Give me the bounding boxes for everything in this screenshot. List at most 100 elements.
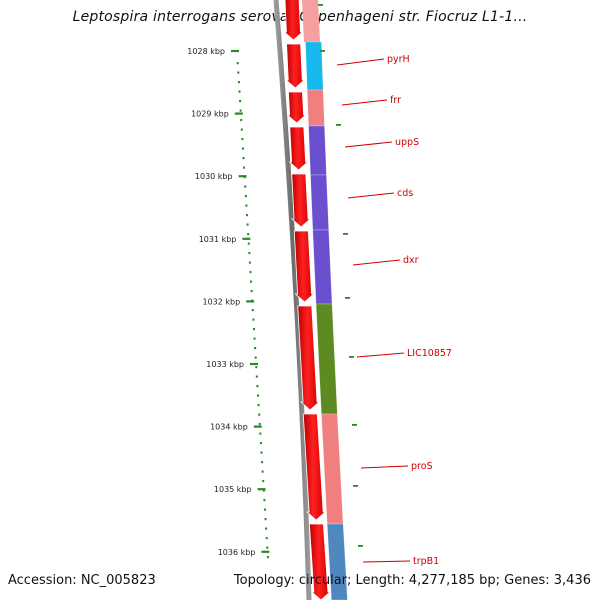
- topology-text: Topology: circular; Length: 4,277,185 bp…: [233, 573, 591, 588]
- gc-dot: [257, 394, 260, 397]
- gc-dot: [240, 119, 243, 122]
- gc-dot: [258, 423, 261, 426]
- gene-label: cds: [397, 188, 413, 199]
- gc-dash: [349, 356, 354, 358]
- gc-dot: [260, 451, 263, 454]
- gc-dot: [250, 280, 253, 283]
- ruler-tick-label: 1035 kbp: [214, 485, 252, 494]
- gene-label: frr: [390, 95, 401, 106]
- gene-block: [312, 229, 333, 305]
- gene-label-leader: [356, 352, 405, 358]
- gc-dot: [244, 185, 247, 188]
- gc-dot: [245, 204, 248, 207]
- gene-label-leader: [344, 141, 393, 148]
- gc-dot: [257, 404, 260, 407]
- forward-gene-arrow: [291, 173, 312, 228]
- gc-dash: [345, 297, 350, 299]
- gc-dot: [246, 214, 249, 217]
- gene-label-leader: [341, 99, 388, 106]
- ruler-tick-label: 1031 kbp: [199, 235, 237, 244]
- gene-label: pyrH: [387, 54, 410, 65]
- gene-label: trpB1: [413, 556, 439, 567]
- gc-dot: [262, 489, 265, 492]
- gc-dot: [259, 432, 262, 435]
- gc-dot: [240, 128, 243, 131]
- gc-dot: [249, 271, 252, 274]
- gc-dot: [265, 527, 268, 530]
- gc-dot: [237, 71, 240, 74]
- gc-dot: [244, 195, 247, 198]
- gc-dot: [237, 81, 240, 84]
- ruler-tick-label: 1032 kbp: [202, 297, 240, 306]
- gc-dot: [248, 261, 251, 264]
- gene-block-partial: [302, 0, 320, 42]
- gc-dot: [254, 356, 257, 359]
- gc-dot: [266, 556, 269, 559]
- gc-dot: [264, 518, 267, 521]
- gene-block: [315, 303, 338, 415]
- forward-gene-arrow: [288, 126, 309, 171]
- gene-block: [321, 413, 344, 525]
- gc-dash: [358, 545, 363, 547]
- ruler-tick-label: 1034 kbp: [210, 423, 248, 432]
- gc-dot: [250, 290, 253, 293]
- gene-label: LIC10857: [407, 348, 452, 359]
- gene-label: dxr: [403, 255, 419, 266]
- gc-dot: [265, 537, 268, 540]
- gc-dash: [336, 124, 341, 126]
- gc-dot: [253, 337, 256, 340]
- gene-label-leader: [347, 192, 395, 199]
- gc-dot: [258, 413, 261, 416]
- gc-dot: [262, 480, 265, 483]
- gene-label: uppS: [395, 137, 419, 148]
- gene-block: [306, 89, 325, 127]
- gc-dot: [259, 442, 262, 445]
- gc-dot: [255, 366, 258, 369]
- gc-dash: [352, 424, 357, 426]
- gc-dot: [263, 499, 266, 502]
- ruler-tick-label: 1029 kbp: [191, 110, 229, 119]
- gc-dot-track: [236, 4, 363, 559]
- gene-block: [326, 523, 348, 600]
- gc-dot: [243, 166, 246, 169]
- gc-dot: [251, 309, 254, 312]
- gene-block: [305, 41, 324, 91]
- gc-dot: [263, 508, 266, 511]
- gene-label-leader: [352, 259, 401, 266]
- forward-gene-arrow: [293, 230, 315, 303]
- ruler-tick-label: 1030 kbp: [195, 172, 233, 181]
- gene-label: proS: [411, 461, 433, 472]
- gc-dot: [252, 318, 255, 321]
- gc-dot: [241, 138, 244, 141]
- gc-dot: [252, 328, 255, 331]
- gc-dot: [239, 100, 242, 103]
- gc-dash: [343, 233, 348, 235]
- gc-dot: [261, 461, 264, 464]
- gene-block: [310, 174, 330, 231]
- gc-dot: [246, 223, 249, 226]
- ruler-tick-label: 1036 kbp: [218, 548, 256, 557]
- ruler-tick-label: 1028 kbp: [187, 47, 225, 56]
- forward-gene-arrow: [286, 91, 307, 124]
- gc-dot: [238, 90, 241, 93]
- gene-label-leader: [336, 58, 385, 66]
- ruler-ticks: 1028 kbp 1029 kbp 1030 kbp 1031 kbp 1032 kbp…: [187, 47, 270, 557]
- gc-dot: [241, 147, 244, 150]
- gene-track: [302, 0, 348, 600]
- genome-backbone: [273, 0, 312, 600]
- ruler-tick-label: 1033 kbp: [206, 360, 244, 369]
- gene-label-leader: [362, 560, 411, 563]
- gc-dot: [248, 252, 251, 255]
- forward-gene-arrow: [283, 0, 304, 41]
- forward-gene-arrow: [308, 523, 331, 600]
- gc-dash: [320, 50, 325, 52]
- gc-dot: [247, 242, 250, 245]
- gc-dot: [239, 109, 242, 112]
- gene-label-leader: [360, 465, 409, 469]
- gc-dot: [254, 347, 257, 350]
- gc-dot: [236, 62, 239, 65]
- gc-dot: [261, 470, 264, 473]
- gc-dash: [353, 485, 358, 487]
- accession-text: Accession: NC_005823: [8, 573, 156, 588]
